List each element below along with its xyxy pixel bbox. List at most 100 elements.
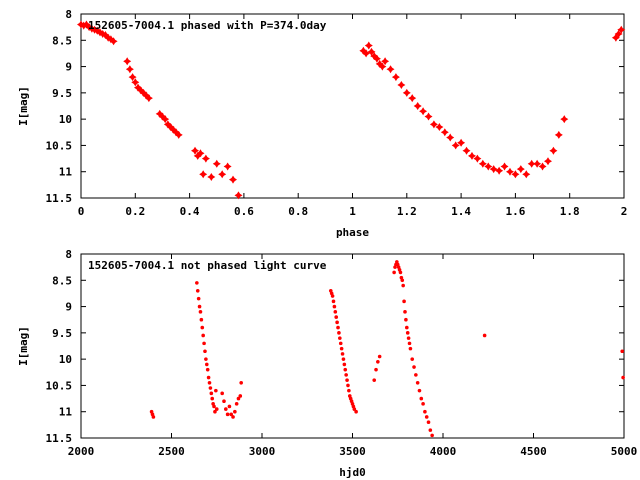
data-point — [212, 404, 216, 409]
x-tick-label: 5000 — [611, 445, 638, 458]
data-point — [617, 25, 626, 34]
data-point — [544, 157, 552, 166]
data-point — [352, 407, 357, 411]
data-point — [218, 170, 227, 179]
y-tick-label: 9.5 — [52, 87, 72, 100]
x-tick-label: 0.8 — [288, 205, 308, 218]
data-point — [233, 409, 237, 414]
data-point — [554, 130, 563, 139]
data-point — [202, 341, 206, 346]
y-tick-label: 9 — [65, 301, 72, 314]
data-point — [407, 341, 412, 346]
x-tick-label: 1.2 — [397, 205, 417, 218]
y-tick-label: 10.5 — [46, 379, 73, 392]
y-axis-label: I[mag] — [17, 86, 30, 126]
data-point — [423, 409, 427, 414]
data-point — [403, 310, 407, 314]
data-point — [405, 325, 409, 330]
data-point — [207, 173, 216, 181]
data-point — [400, 278, 405, 283]
data-point — [342, 362, 347, 367]
x-tick-label: 0.4 — [180, 205, 200, 218]
data-point — [139, 88, 148, 97]
x-tick-label: 3500 — [339, 445, 366, 458]
data-point — [372, 54, 381, 63]
data-point — [169, 125, 178, 134]
data-point — [166, 123, 175, 131]
data-point — [347, 388, 351, 393]
data-point — [144, 94, 153, 103]
data-point — [451, 141, 460, 150]
data-point — [522, 170, 531, 179]
data-point — [338, 336, 342, 340]
data-point — [549, 146, 558, 155]
data-point — [204, 362, 209, 367]
data-point — [222, 399, 226, 404]
y-tick-label: 8 — [65, 8, 72, 21]
data-point — [229, 175, 237, 184]
data-point — [346, 383, 350, 388]
data-point — [106, 35, 115, 44]
x-tick-label: 2 — [621, 205, 628, 218]
data-point — [446, 133, 455, 142]
data-point — [231, 415, 235, 419]
y-tick-label: 9.5 — [52, 327, 72, 340]
x-tick-label: 2000 — [68, 445, 95, 458]
data-point — [362, 49, 371, 58]
x-tick-label: 1 — [349, 205, 356, 218]
data-point — [331, 299, 336, 304]
data-point — [378, 62, 387, 71]
data-point — [415, 381, 420, 385]
data-point — [136, 86, 145, 95]
data-point — [341, 357, 346, 361]
data-point — [155, 109, 164, 118]
data-point — [344, 373, 348, 377]
data-point — [195, 289, 200, 293]
data-point — [413, 102, 422, 110]
data-point — [208, 386, 213, 390]
y-tick-label: 8.5 — [52, 34, 72, 47]
data-point — [172, 128, 180, 137]
data-point — [239, 381, 243, 385]
data-point — [125, 65, 134, 74]
data-point — [397, 81, 406, 89]
data-point — [381, 57, 390, 66]
x-tick-label: 4500 — [520, 445, 547, 458]
x-tick-label: 1.4 — [451, 205, 471, 218]
data-point — [191, 146, 199, 155]
data-point — [199, 317, 204, 322]
data-point — [611, 33, 620, 42]
data-point — [201, 154, 210, 163]
data-point — [131, 78, 140, 87]
data-point — [457, 138, 466, 147]
y-tick-label: 9 — [65, 61, 72, 74]
data-point — [343, 367, 348, 372]
data-point — [196, 149, 205, 158]
y-tick-label: 11.5 — [46, 192, 73, 205]
y-tick-label: 8 — [65, 248, 72, 261]
data-point — [429, 120, 438, 129]
data-point — [478, 159, 487, 168]
plot-frame — [80, 253, 625, 439]
data-point — [511, 170, 520, 179]
data-point — [424, 112, 433, 121]
data-point — [200, 325, 205, 330]
data-point — [484, 162, 493, 171]
data-point — [225, 412, 230, 417]
y-axis-label: I[mag] — [17, 326, 30, 366]
data-point — [370, 52, 379, 61]
data-point — [405, 331, 410, 335]
unphased-light-curve-panel: 2000 2500 3000 3500 4000 4500 5000 8 8.5 9 9.5 10 10… — [17, 248, 637, 479]
data-point — [163, 120, 172, 129]
data-point — [214, 407, 219, 411]
data-point — [359, 46, 368, 55]
data-point — [87, 24, 96, 33]
data-point — [417, 388, 422, 393]
data-point — [339, 346, 344, 351]
data-point — [128, 73, 137, 82]
data-point — [193, 151, 202, 160]
data-point — [77, 20, 85, 29]
data-point — [201, 333, 205, 338]
data-point — [419, 107, 428, 116]
data-point — [372, 378, 377, 382]
